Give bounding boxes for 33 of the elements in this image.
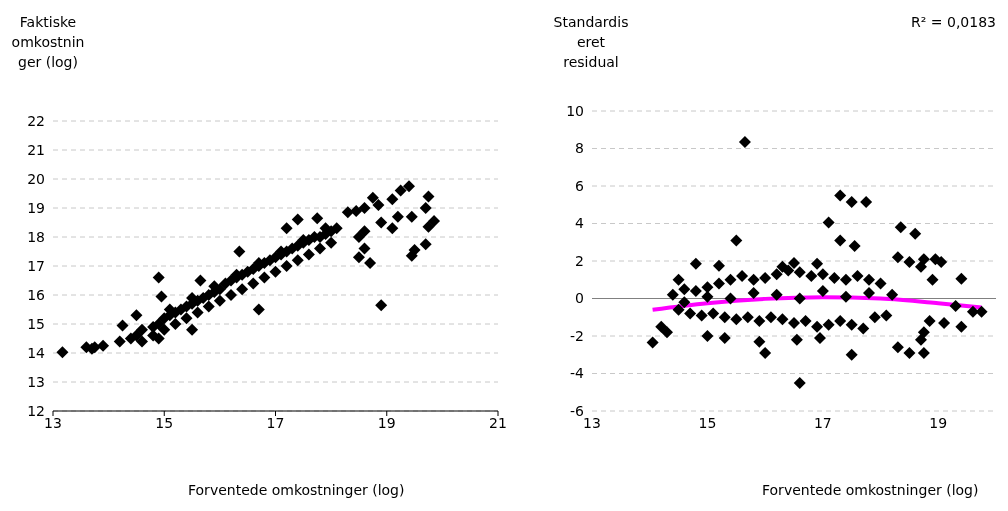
x-tick-label: 17	[813, 414, 832, 431]
y-tick-label: 6	[575, 177, 585, 194]
x-tick-label: 13	[44, 414, 62, 431]
y-tick-label: -2	[570, 327, 584, 344]
y-tick-label: 8	[575, 140, 584, 157]
x-tick-label: 15	[698, 414, 717, 431]
y-tick-label: 14	[27, 344, 46, 361]
y-axis-title: Faktiske omkostninger (log)	[10, 13, 86, 72]
y-tick-label: 12	[27, 402, 45, 419]
y-axis-title: Standardiseret residual	[552, 13, 630, 72]
y-tick-label: 18	[27, 228, 45, 245]
x-tick-label: 17	[266, 414, 285, 431]
x-axis-title: Forventede omkostninger (log)	[762, 482, 979, 498]
y-tick-label: 16	[27, 286, 46, 303]
y-tick-label: 19	[27, 199, 45, 216]
y-tick-label: -6	[570, 402, 585, 419]
x-tick-label: 19	[377, 414, 396, 431]
y-tick-label: 21	[27, 141, 45, 158]
y-tick-label: 20	[27, 170, 45, 187]
y-tick-label: 10	[566, 102, 584, 119]
y-tick-label: 0	[575, 290, 584, 307]
y-tick-label: 17	[27, 257, 45, 274]
y-tick-label: 15	[27, 315, 45, 332]
x-axis-title: Forventede omkostninger (log)	[188, 482, 405, 498]
y-tick-label: 22	[27, 112, 45, 129]
y-tick-label: 13	[27, 373, 45, 390]
y-tick-label: 4	[575, 215, 585, 232]
text: R² = 0,0183	[911, 14, 996, 30]
x-tick-label: 19	[929, 414, 948, 431]
x-tick-label: 21	[489, 414, 507, 431]
x-tick-label: 15	[155, 414, 174, 431]
y-tick-label: -4	[570, 365, 585, 382]
y-tick-label: 2	[575, 252, 584, 269]
